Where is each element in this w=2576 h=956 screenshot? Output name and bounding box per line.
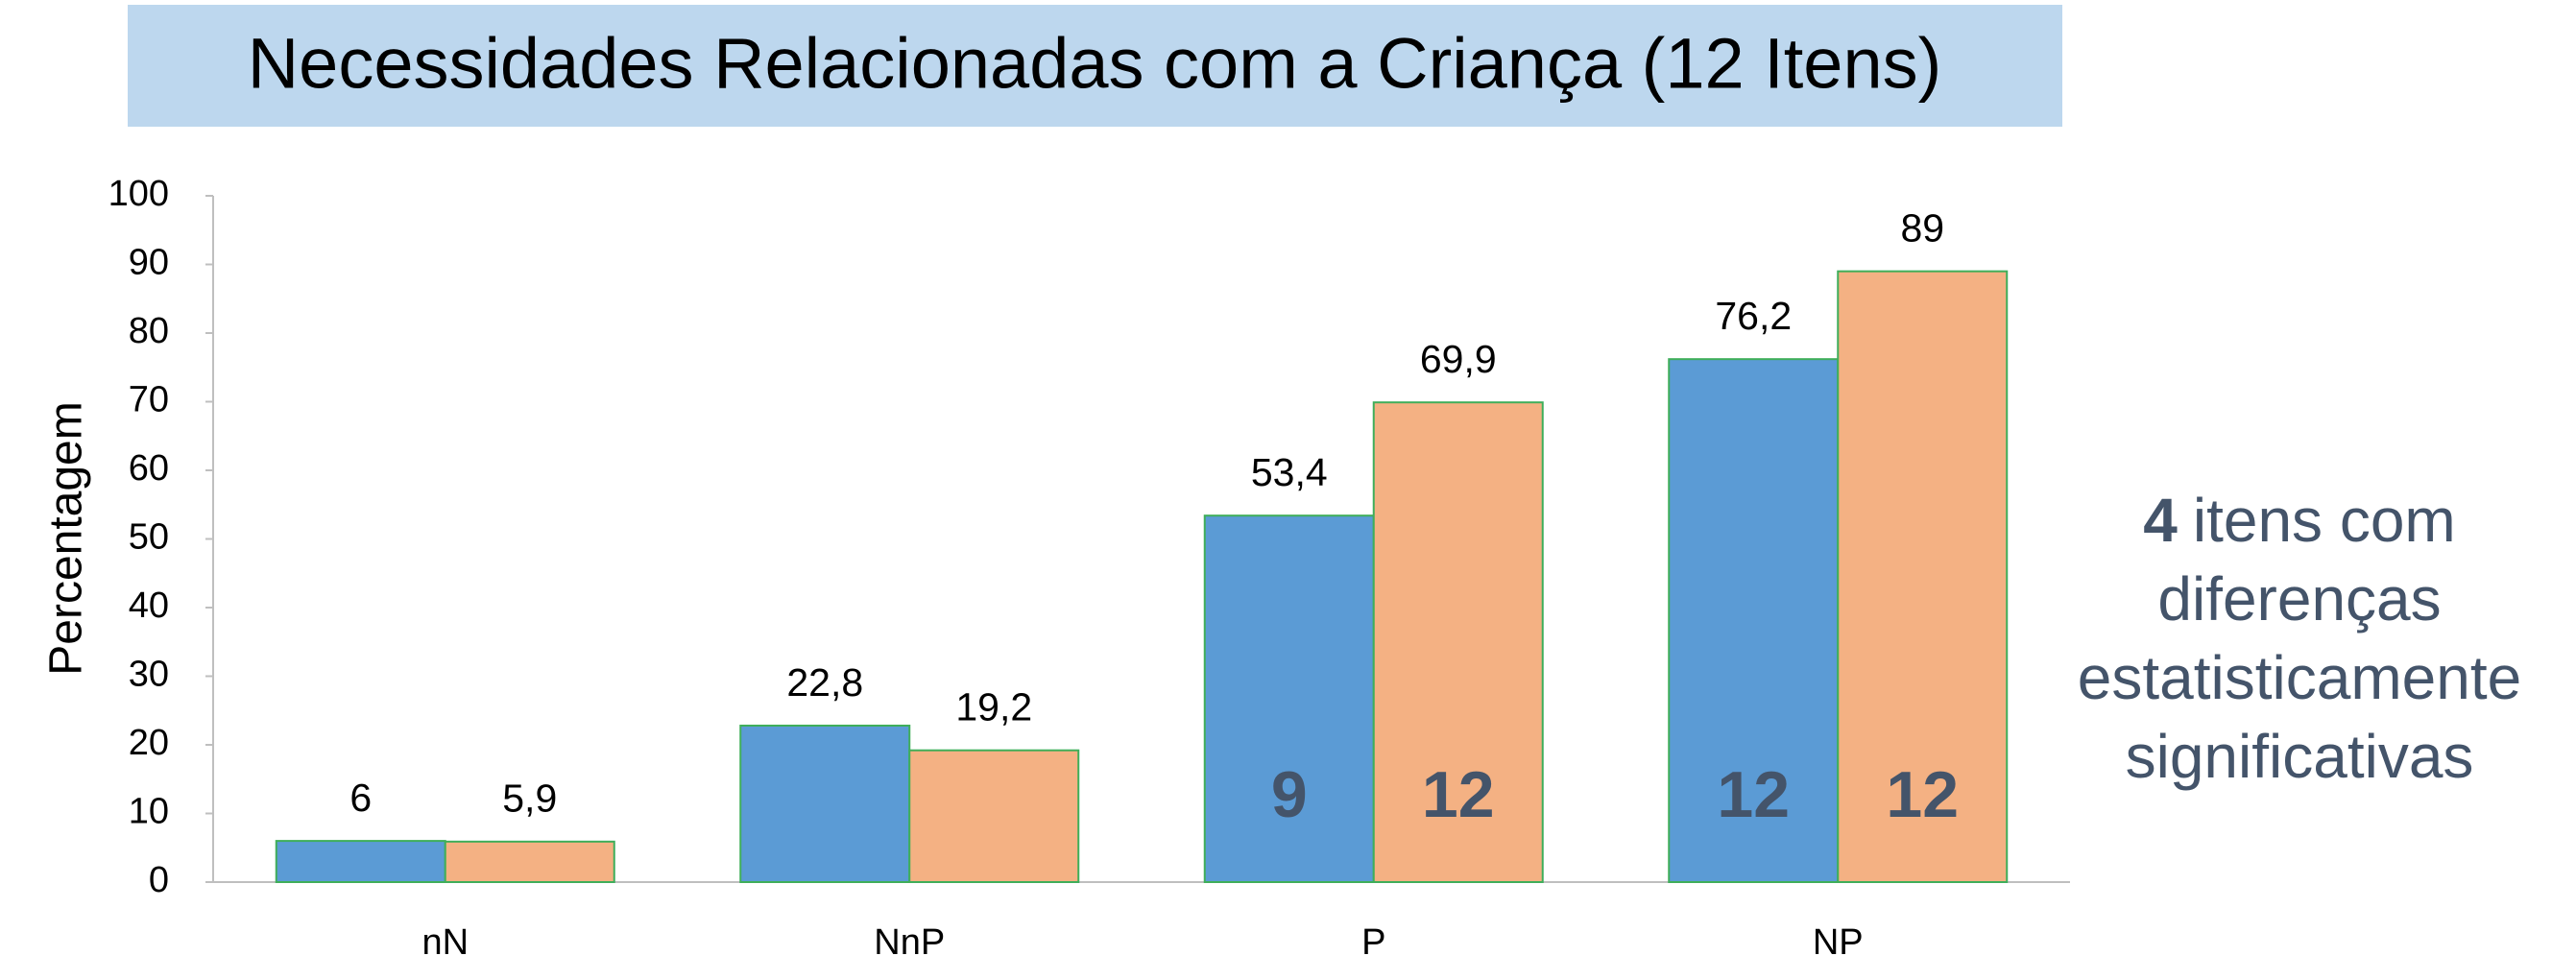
value-label: 76,2: [1715, 294, 1792, 338]
title-box: [128, 5, 2062, 127]
y-tick-label: 20: [129, 723, 169, 763]
value-label: 69,9: [1420, 337, 1497, 381]
bar: [444, 840, 615, 884]
bar-count-label: 9: [1271, 758, 1308, 831]
bar: [1203, 514, 1375, 883]
y-tick-label: 90: [129, 243, 169, 283]
chart-title: Necessidades Relacionadas com a Criança …: [248, 24, 1942, 104]
bar: [1668, 358, 1840, 884]
bar: [1372, 401, 1544, 883]
value-label: 22,8: [786, 660, 863, 705]
annotation-text: itens com: [2193, 486, 2456, 555]
bar-count-label: 12: [1422, 758, 1495, 831]
annotation-bold: 4: [2143, 486, 2178, 555]
y-tick-label: 0: [149, 860, 169, 900]
value-label: 6: [349, 776, 372, 820]
bar: [908, 749, 1080, 883]
y-tick-label: 70: [129, 380, 169, 420]
y-tick-label: 100: [108, 174, 169, 214]
x-tick-label: NP: [1813, 922, 1864, 956]
value-label: 89: [1900, 205, 1944, 250]
annotation-line: estatisticamente: [2078, 643, 2521, 712]
annotation-line: significativas: [2126, 722, 2474, 791]
bar: [739, 724, 911, 883]
bar: [275, 840, 446, 883]
x-tick-label: nN: [421, 922, 469, 956]
annotation-line: diferenças: [2157, 564, 2441, 633]
bar-count-label: 12: [1886, 758, 1959, 831]
value-label: 53,4: [1251, 450, 1328, 494]
y-tick-label: 60: [129, 448, 169, 489]
y-tick-label: 30: [129, 655, 169, 695]
annotation-line: 4 itens com: [2143, 486, 2455, 555]
bar-count-label: 12: [1717, 758, 1790, 831]
y-tick-label: 80: [129, 311, 169, 351]
y-axis-label: Percentagem: [41, 401, 92, 676]
value-label: 19,2: [955, 685, 1032, 729]
y-tick-label: 50: [129, 517, 169, 558]
y-tick-label: 10: [129, 792, 169, 832]
value-label: 5,9: [502, 777, 557, 821]
x-tick-label: P: [1361, 922, 1385, 956]
x-tick-label: NnP: [874, 922, 945, 956]
bar: [1837, 270, 2009, 883]
y-tick-label: 40: [129, 586, 169, 626]
